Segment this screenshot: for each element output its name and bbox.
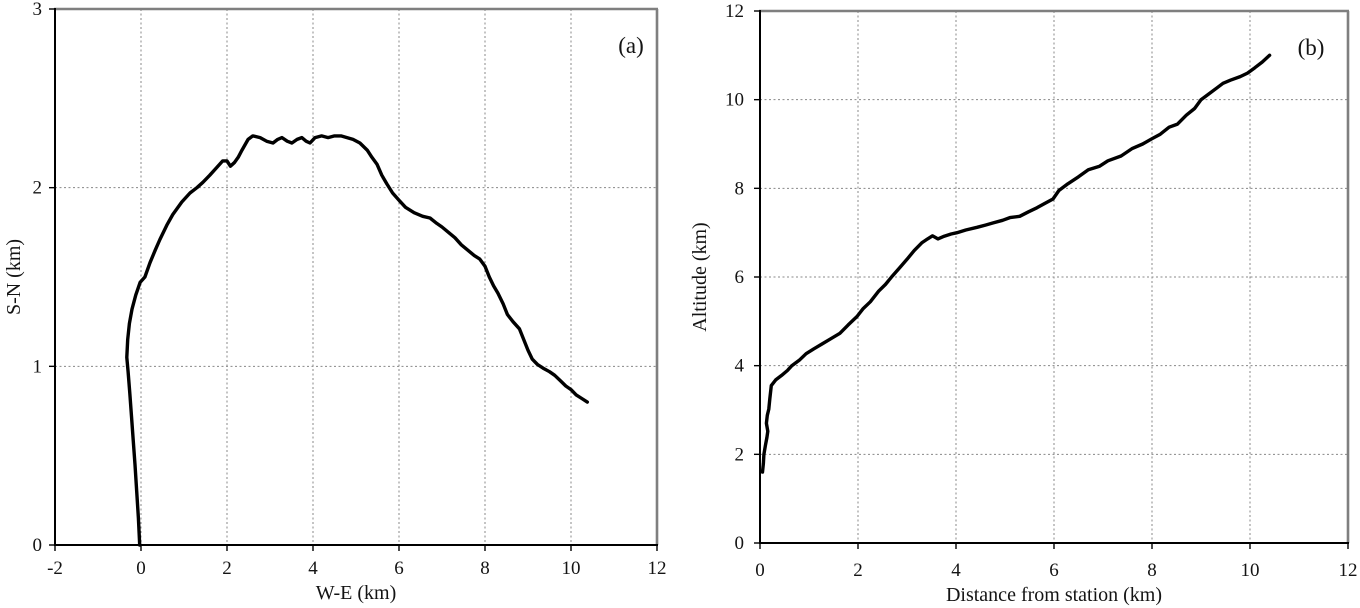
x-tick-label: 8 xyxy=(480,558,490,579)
data-line xyxy=(125,134,589,547)
curve-layer xyxy=(125,134,589,547)
x-tick-label: 4 xyxy=(951,560,961,581)
y-axis-title: Altitude (km) xyxy=(689,222,711,331)
x-tick-label: 6 xyxy=(1049,560,1059,581)
grid-layer xyxy=(55,9,657,545)
x-tick-label: 8 xyxy=(1147,560,1157,581)
x-tick-label: 0 xyxy=(136,558,146,579)
y-tick-label: 12 xyxy=(725,1,744,22)
y-tick-label: 3 xyxy=(33,0,43,20)
data-line xyxy=(760,53,1272,474)
curve-layer xyxy=(760,53,1272,474)
y-tick-label: 6 xyxy=(735,267,745,288)
chart-panel-b: 0 2 4 6 8 10 12 0 2 4 6 8 10 12 Distance from station… xyxy=(689,1,1358,606)
x-tick-label: 0 xyxy=(755,560,765,581)
y-tick-label: 0 xyxy=(735,533,745,554)
x-tick-label: 12 xyxy=(1339,560,1358,581)
y-tick-label: 4 xyxy=(735,356,745,377)
y-tick-label: 1 xyxy=(33,356,43,377)
y-tick-label: 0 xyxy=(33,535,43,556)
x-tick-label: 10 xyxy=(562,558,581,579)
x-axis-title: W-E (km) xyxy=(316,582,397,604)
x-tick-label: 4 xyxy=(308,558,318,579)
grid-layer xyxy=(760,11,1348,543)
y-axis-title: S-N (km) xyxy=(3,239,25,315)
x-tick-label: 2 xyxy=(222,558,232,579)
tick-label-layer: 0 2 4 6 8 10 12 0 2 4 6 8 10 12 xyxy=(725,1,1358,581)
y-tick-label: 8 xyxy=(735,178,745,199)
y-tick-label: 2 xyxy=(735,444,745,465)
y-tick-label: 10 xyxy=(725,90,744,111)
x-tick-label: 10 xyxy=(1241,560,1260,581)
frame-layer xyxy=(49,7,659,551)
y-tick-label: 2 xyxy=(33,178,43,199)
x-tick-label: 2 xyxy=(853,560,863,581)
panel-label-b: (b) xyxy=(1298,35,1325,60)
frame-layer xyxy=(754,9,1350,549)
x-tick-label: -2 xyxy=(47,558,63,579)
x-axis-title: Distance from station (km) xyxy=(946,584,1162,606)
x-tick-label: 6 xyxy=(394,558,404,579)
x-tick-label: 12 xyxy=(648,558,667,579)
panel-label-a: (a) xyxy=(618,33,644,58)
